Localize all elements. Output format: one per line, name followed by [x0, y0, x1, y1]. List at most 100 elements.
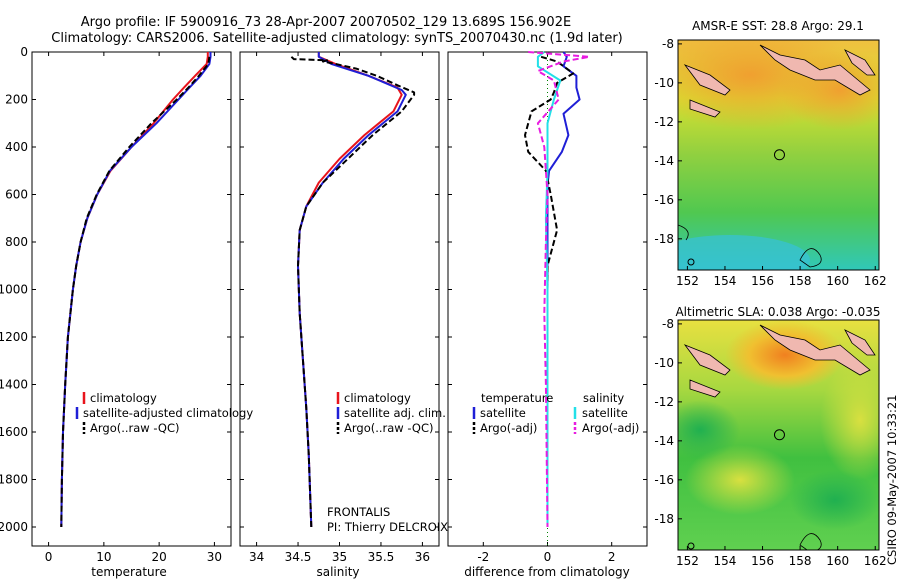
- sla-island-marker: [687, 542, 695, 550]
- sla-argo-position-marker: [773, 429, 785, 441]
- difference-legend: temperature satellite Argo(-adj) salinit…: [472, 391, 639, 435]
- y-tick-label: 200: [5, 93, 28, 107]
- sla-tick-group: 152 154 156 158 160 162 -8 -10 -12 -14 -16 -18: [654, 317, 886, 568]
- figure-title-line1: Argo profile: IF 5900916_73 28-Apr-2007 …: [81, 15, 571, 30]
- series-line-salinity-argo-adj-: [528, 51, 591, 528]
- y-tick-label: 0: [20, 45, 28, 59]
- y-tick-label: 1400: [0, 378, 28, 392]
- temperature-legend-climatology: climatology: [90, 391, 157, 405]
- map-x-tick-label: 152: [676, 554, 699, 568]
- sla-map-title: Altimetric SLA: 0.038 Argo: -0.035: [675, 305, 880, 319]
- platform-project-label: FRONTALIS: [327, 505, 390, 519]
- map-x-tick-label: 156: [751, 554, 774, 568]
- sla-field: [678, 320, 879, 550]
- series-line-satellite-adj-clim-: [297, 52, 407, 528]
- timestamp-stamp: CSIRO 09-May-2007 10:33:21: [885, 395, 899, 566]
- difference-tick-group: -2 0 2: [448, 51, 647, 564]
- sla-map-frame: [677, 319, 880, 551]
- x-tick-label: 35: [332, 550, 347, 564]
- y-tick-label: 1800: [0, 473, 28, 487]
- map-y-tick-label: -18: [654, 232, 674, 246]
- salinity-legend-satellite-adj: satellite adj. clim.: [344, 406, 446, 420]
- map-x-tick-label: 156: [751, 274, 774, 288]
- platform-pi-label: PI: Thierry DELCROIX: [327, 520, 448, 534]
- map-y-tick-label: -10: [654, 76, 674, 90]
- map-x-tick-label: 154: [714, 554, 737, 568]
- difference-legend-temp-argo: Argo(-adj): [480, 421, 537, 435]
- map-x-tick-label: 160: [826, 274, 849, 288]
- sst-field: [678, 40, 879, 270]
- y-tick-label: 400: [5, 140, 28, 154]
- series-line-temperature-satellite: [546, 51, 581, 527]
- difference-legend-temp-satellite: satellite: [480, 406, 526, 420]
- sst-argo-position-marker: [773, 149, 785, 161]
- x-tick-label: 20: [151, 550, 166, 564]
- sst-map-frame: [677, 39, 880, 271]
- x-tick-label: -2: [477, 550, 489, 564]
- salinity-xlabel: salinity: [316, 565, 359, 579]
- y-tick-label: 2000: [0, 520, 28, 534]
- map-y-tick-label: -16: [654, 473, 674, 487]
- map-y-tick-label: -18: [654, 512, 674, 526]
- sst-map-title: AMSR-E SST: 28.8 Argo: 29.1: [692, 19, 864, 33]
- map-y-tick-label: -14: [654, 434, 674, 448]
- map-x-tick-label: 162: [864, 274, 887, 288]
- temperature-legend: climatology satellite-adjusted climatolo…: [75, 391, 253, 435]
- x-tick-label: 2: [608, 550, 616, 564]
- temperature-legend-satellite-adjusted: satellite-adjusted climatology: [83, 406, 253, 420]
- difference-legend-sal-satellite: satellite: [582, 406, 628, 420]
- x-tick-label: 30: [207, 550, 222, 564]
- salinity-series-group: [290, 52, 416, 528]
- salinity-legend-climatology: climatology: [344, 391, 411, 405]
- map-x-tick-label: 160: [826, 554, 849, 568]
- map-y-tick-label: -14: [654, 154, 674, 168]
- sst-map-panel: AMSR-E SST: 28.8 Argo: 29.1: [654, 19, 886, 288]
- map-x-tick-label: 152: [676, 274, 699, 288]
- map-y-tick-label: -16: [654, 193, 674, 207]
- map-y-tick-label: -8: [662, 37, 674, 51]
- y-tick-label: 800: [5, 235, 28, 249]
- map-x-tick-label: 158: [789, 554, 812, 568]
- difference-xlabel: difference from climatology: [464, 565, 630, 579]
- x-tick-label: 35.5: [368, 550, 395, 564]
- salinity-axes-frame: [239, 51, 440, 547]
- temperature-legend-argo: Argo(..raw -QC): [90, 421, 180, 435]
- map-y-tick-label: -8: [662, 317, 674, 331]
- map-y-tick-label: -10: [654, 356, 674, 370]
- map-x-tick-label: 158: [789, 274, 812, 288]
- x-tick-label: 0: [544, 550, 552, 564]
- map-x-tick-label: 162: [864, 554, 887, 568]
- difference-legend-sal-argo: Argo(-adj): [582, 421, 639, 435]
- y-tick-label: 600: [5, 188, 28, 202]
- salinity-legend: climatology satellite adj. clim. Argo(..…: [327, 391, 448, 534]
- temperature-tick-group: 0 10 20 30 0 200 400 600 800 1000 1200 1400 1600 1800…: [0, 45, 231, 564]
- sst-tick-group: 152 154 156 158 160 162 -8 -10 -12 -14 -16 -18: [654, 37, 886, 288]
- map-x-tick-label: 154: [714, 274, 737, 288]
- x-tick-label: 10: [96, 550, 111, 564]
- sla-map-panel: Altimetric SLA: 0.038 Argo: -0.035 152 15…: [654, 305, 886, 568]
- difference-panel: -2 0 2 difference from climatology tempera…: [447, 51, 648, 579]
- salinity-tick-group: 34 34.5 35 35.5 36: [240, 51, 439, 564]
- difference-series-group: [524, 51, 591, 528]
- difference-legend-temperature-title: temperature: [481, 391, 553, 405]
- difference-legend-salinity-title: salinity: [583, 391, 624, 405]
- x-tick-label: 34: [249, 550, 264, 564]
- salinity-legend-argo: Argo(..raw -QC): [344, 421, 434, 435]
- x-tick-label: 36: [415, 550, 430, 564]
- y-tick-label: 1600: [0, 425, 28, 439]
- salinity-panel: 34 34.5 35 35.5 36 salinity climatology sate…: [239, 51, 448, 579]
- temperature-series-group: [60, 52, 212, 528]
- series-line-temperature-argo-adj-: [524, 55, 575, 527]
- map-y-tick-label: -12: [654, 115, 674, 129]
- series-line-salinity-satellite: [536, 51, 562, 527]
- series-line-argo-raw-qc-: [60, 56, 211, 528]
- x-tick-label: 0: [45, 550, 53, 564]
- map-y-tick-label: -12: [654, 395, 674, 409]
- y-tick-label: 1200: [0, 330, 28, 344]
- temperature-axes-frame: [31, 51, 232, 547]
- temperature-panel: 0 10 20 30 0 200 400 600 800 1000 1200 1400 1600 1800…: [0, 45, 253, 579]
- x-tick-label: 34.5: [285, 550, 312, 564]
- figure-title-line2: Climatology: CARS2006. Satellite-adjuste…: [51, 31, 623, 46]
- y-tick-label: 1000: [0, 283, 28, 297]
